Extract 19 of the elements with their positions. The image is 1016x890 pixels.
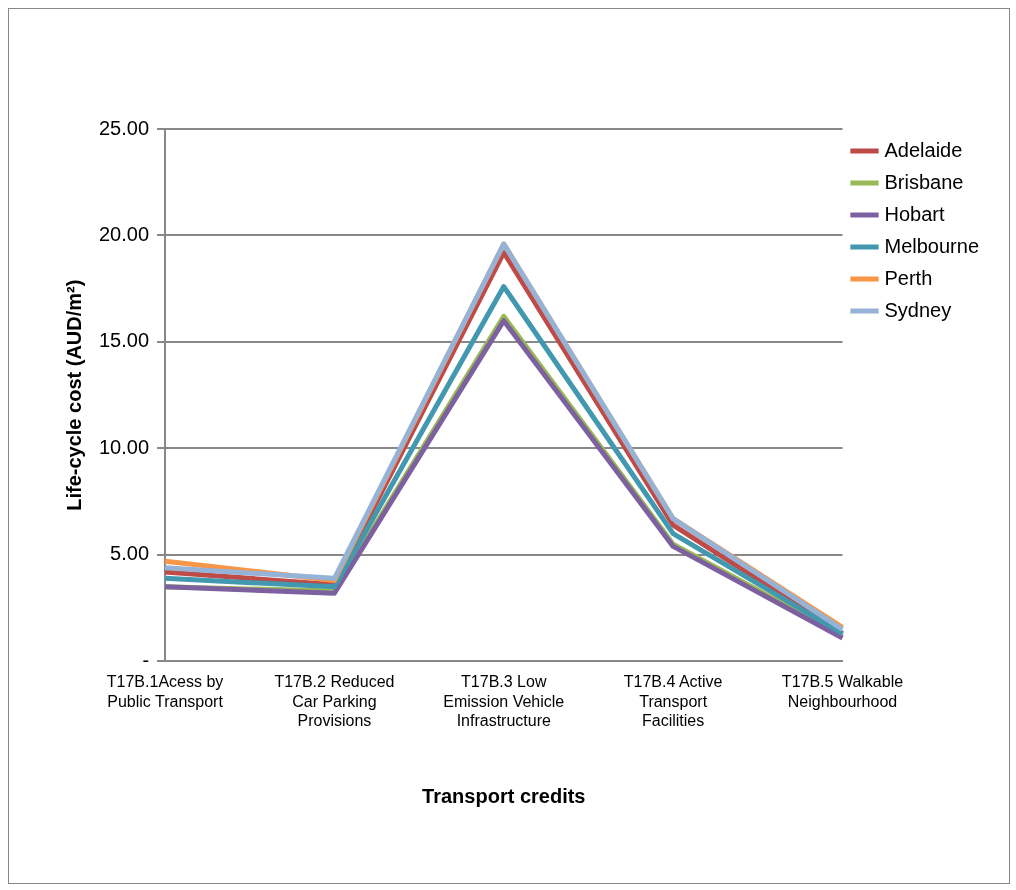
y-tick-label: 25.00 [98, 116, 150, 139]
legend-label: Perth [884, 266, 933, 289]
legend-label: Adelaide [884, 138, 963, 161]
legend-label: Hobart [884, 202, 945, 225]
legend-label: Sydney [884, 298, 952, 321]
y-tick-label: 20.00 [98, 223, 150, 245]
x-tick-label: T17B.1Acess by Public Transport [106, 673, 224, 710]
x-tick-label: T17B.3 Low Emission Vehicle Infrastructure [443, 673, 565, 729]
legend-label: Melbourne [884, 234, 980, 257]
y-tick-label: 15.00 [98, 329, 150, 352]
x-axis-title: Transport credits [422, 784, 586, 807]
y-axis-title: Life-cycle cost (AUD/m²) [62, 279, 85, 511]
x-tick-label: T17B.2 Reduced Car Parking Provisions [274, 673, 395, 729]
x-tick-label: T17B.5 Walkable Neighbourhood [781, 673, 904, 710]
y-tick-label: 5.00 [110, 542, 150, 565]
y-tick-label: - [142, 648, 150, 671]
x-tick-label: T17B.4 Active Transport Facilities [623, 673, 723, 729]
legend-label: Brisbane [884, 170, 964, 193]
y-tick-label: 10.00 [98, 435, 150, 458]
